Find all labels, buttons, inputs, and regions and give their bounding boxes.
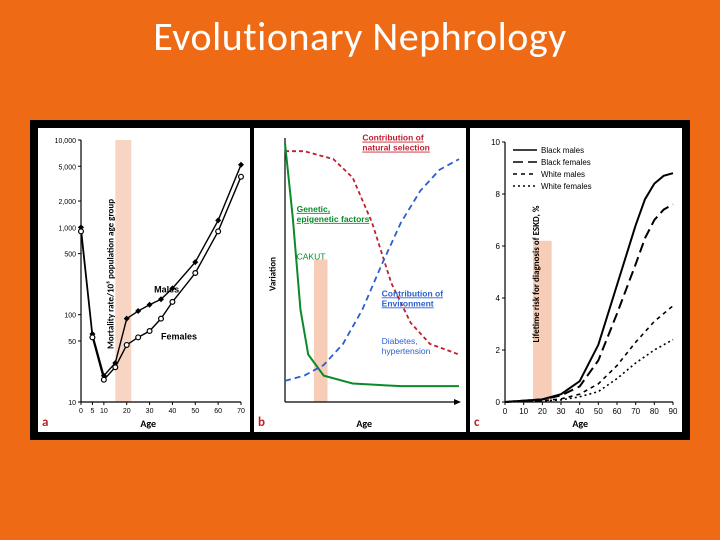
- svg-text:natural selection: natural selection: [362, 143, 430, 153]
- panel-a-letter: a: [42, 415, 48, 430]
- svg-text:20: 20: [538, 407, 547, 416]
- svg-text:10: 10: [491, 138, 500, 147]
- svg-text:70: 70: [631, 407, 640, 416]
- svg-text:50: 50: [191, 408, 199, 415]
- panel-c-xlabel: Age: [572, 417, 588, 430]
- svg-text:Black males: Black males: [541, 146, 584, 155]
- svg-text:Contribution of: Contribution of: [382, 288, 444, 298]
- svg-text:6: 6: [496, 242, 501, 251]
- svg-text:epigenetic factors: epigenetic factors: [297, 214, 370, 224]
- figure-container: Mortality rate/10⁵ population age group …: [30, 120, 690, 440]
- svg-text:90: 90: [669, 407, 678, 416]
- svg-text:1,000: 1,000: [58, 225, 76, 232]
- panel-c-letter: c: [474, 415, 479, 430]
- panel-b-xlabel: Age: [356, 417, 372, 430]
- svg-text:Diabetes,: Diabetes,: [382, 336, 418, 346]
- svg-text:20: 20: [123, 408, 131, 415]
- svg-text:2,000: 2,000: [58, 199, 76, 206]
- svg-text:White females: White females: [541, 182, 592, 191]
- panel-c: Lifetime risk for diagnosis of ESKD, % A…: [470, 128, 682, 432]
- panel-c-ylabel: Lifetime risk for diagnosis of ESKD, %: [531, 205, 542, 342]
- panel-b-letter: b: [258, 415, 265, 430]
- svg-text:40: 40: [575, 407, 584, 416]
- svg-text:80: 80: [650, 407, 659, 416]
- svg-text:Males: Males: [154, 284, 179, 294]
- svg-text:Black females: Black females: [541, 158, 591, 167]
- svg-text:10: 10: [519, 407, 528, 416]
- slide: Evolutionary Nephrology Mortality rate/1…: [0, 0, 720, 540]
- panel-a-xlabel: Age: [140, 417, 156, 430]
- svg-text:Genetic,: Genetic,: [297, 204, 331, 214]
- panel-a-ylabel: Mortality rate/10⁵ population age group: [106, 199, 117, 349]
- svg-text:50: 50: [594, 407, 603, 416]
- svg-text:500: 500: [64, 252, 76, 259]
- panel-b-chart: Contribution ofnatural selectionGenetic,…: [254, 128, 466, 432]
- svg-text:5: 5: [90, 408, 94, 415]
- svg-text:40: 40: [169, 408, 177, 415]
- svg-text:70: 70: [237, 408, 245, 415]
- panel-a: Mortality rate/10⁵ population age group …: [38, 128, 250, 432]
- svg-text:10,000: 10,000: [55, 138, 77, 145]
- panel-a-chart: 10 50 100 500 1,000 2,000 5,000 10,000 05 10 20 30 4…: [38, 128, 250, 432]
- svg-text:Females: Females: [161, 331, 197, 341]
- svg-text:Contribution of: Contribution of: [362, 133, 424, 143]
- svg-text:10: 10: [100, 408, 108, 415]
- svg-text:0: 0: [503, 407, 508, 416]
- svg-text:0: 0: [79, 408, 83, 415]
- svg-text:2: 2: [496, 346, 501, 355]
- svg-text:CAKUT: CAKUT: [297, 251, 326, 261]
- svg-text:Environment: Environment: [382, 298, 434, 308]
- svg-text:30: 30: [146, 408, 154, 415]
- svg-text:60: 60: [214, 408, 222, 415]
- svg-text:30: 30: [557, 407, 566, 416]
- panel-c-chart: 0 2 4 6 8 10 0 10 20 30 40 50 60 70 80 90 Black males Bla…: [470, 128, 682, 432]
- svg-text:hypertension: hypertension: [382, 346, 431, 356]
- svg-text:8: 8: [496, 190, 501, 199]
- svg-text:White males: White males: [541, 170, 585, 179]
- svg-text:5,000: 5,000: [58, 164, 76, 171]
- svg-text:60: 60: [613, 407, 622, 416]
- slide-title: Evolutionary Nephrology: [0, 0, 720, 61]
- svg-text:50: 50: [68, 339, 76, 346]
- svg-text:100: 100: [64, 313, 76, 320]
- panel-b-ylabel: Variation: [267, 257, 278, 291]
- svg-text:10: 10: [68, 400, 76, 407]
- svg-text:0: 0: [496, 398, 501, 407]
- panel-b: Variation Age b Contribution ofnatural s…: [254, 128, 466, 432]
- svg-text:4: 4: [496, 294, 501, 303]
